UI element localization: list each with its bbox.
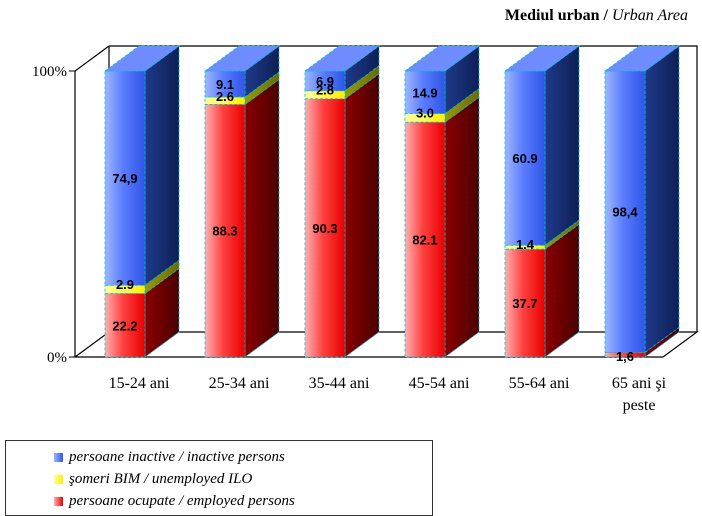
bar-top-inactive: [403, 45, 481, 72]
x-tick-label: 25-34 ani: [209, 375, 270, 392]
bar-side-inactive: [544, 45, 580, 246]
chart-title-main: Mediul urban /: [504, 7, 608, 24]
chart-axis: 0% 100% 15-24 ani 25-34 ani 35-44 ani 45-54 a…: [32, 64, 667, 414]
data-label-employed: 37.7: [512, 296, 537, 311]
bar-segment-employed: [304, 98, 346, 358]
data-label-inactive: 9.1: [216, 77, 234, 92]
bar-segment-inactive: [504, 70, 546, 246]
bar-side-inactive: [644, 45, 680, 354]
data-label-inactive: 6.9: [316, 74, 334, 89]
data-label-inactive: 74,9: [112, 171, 137, 186]
data-label-employed: 22.2: [112, 318, 137, 333]
legend-item-employed: persoane ocupate / employed persons: [54, 491, 295, 511]
y-tick-label: 100%: [32, 64, 67, 80]
data-label-unemployed: 2.6: [216, 89, 234, 104]
data-label-unemployed: 3.0: [416, 106, 434, 121]
legend-swatch-unemployed: [54, 474, 63, 484]
bar-segment-employed: [204, 104, 246, 358]
bar-top-inactive: [103, 45, 181, 72]
data-label-inactive: 98,4: [612, 205, 638, 220]
bar-top-inactive: [303, 45, 381, 72]
data-label-unemployed: 1.4: [516, 237, 535, 252]
bar-side-inactive: [244, 45, 280, 98]
bar-segment-inactive: [104, 70, 146, 286]
chart-legend: persoane inactive / inactive persons şom…: [5, 440, 433, 516]
x-tick-label: peste: [623, 397, 656, 414]
x-tick-label: 65 ani şi: [612, 375, 667, 392]
x-tick-label: 45-54 ani: [409, 375, 470, 392]
data-label-inactive: 14.9: [412, 85, 437, 100]
bar-side-inactive: [144, 45, 180, 287]
data-label-employed: 1,6: [616, 349, 634, 364]
bar-top-inactive: [203, 45, 281, 72]
data-label-employed: 82.1: [412, 233, 437, 248]
chart-labels: 22.2 2.9 74,9 88.3 2.69.1 90.3 2.86.9 82.1 3.0 14…: [112, 74, 638, 364]
legend-item-unemployed: şomeri BIM / unemployed ILO: [54, 469, 252, 489]
legend-swatch-employed: [54, 496, 63, 506]
legend-label-employed: persoane ocupate / employed persons: [69, 492, 295, 509]
legend-label-unemployed: şomeri BIM / unemployed ILO: [69, 470, 253, 487]
data-label-employed: 88.3: [212, 224, 237, 239]
y-tick-label: 0%: [47, 350, 67, 366]
bar-side-employed: [244, 78, 280, 358]
chart-title-italic: Urban Area: [612, 7, 688, 24]
data-label-unemployed: 2.8: [316, 83, 334, 98]
bar-side-employed: [344, 72, 380, 358]
legend-swatch-inactive: [54, 452, 63, 462]
legend-label-inactive: persoane inactive / inactive persons: [69, 448, 285, 465]
bar-top-inactive: [603, 45, 681, 72]
chart-plot: 22.2 2.9 74,9 88.3 2.69.1 90.3 2.86.9 82.1 3.0 14…: [32, 45, 699, 414]
bar-segment-inactive: [204, 70, 246, 98]
data-label-unemployed: 2.9: [116, 277, 134, 292]
bar-segment-employed: [504, 248, 546, 358]
chart-bars: [103, 45, 681, 358]
legend-item-inactive: persoane inactive / inactive persons: [54, 447, 285, 467]
bar-side-employed: [444, 96, 480, 358]
bar-segment-inactive: [604, 70, 646, 353]
bar-side-unemployed: [244, 71, 280, 106]
chart-title: Mediul urban / Urban Area: [505, 7, 688, 25]
data-label-employed: 90.3: [312, 221, 337, 236]
x-tick-label: 35-44 ani: [309, 375, 370, 392]
data-label-inactive: 60.9: [512, 151, 537, 166]
bar-top-inactive: [503, 45, 581, 72]
x-tick-label: 15-24 ani: [109, 375, 170, 392]
x-tick-label: 55-64 ani: [509, 375, 570, 392]
